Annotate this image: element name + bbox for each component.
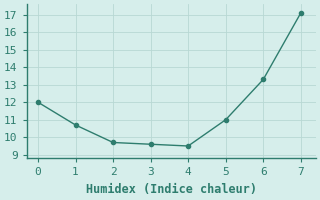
X-axis label: Humidex (Indice chaleur): Humidex (Indice chaleur) [86,183,257,196]
